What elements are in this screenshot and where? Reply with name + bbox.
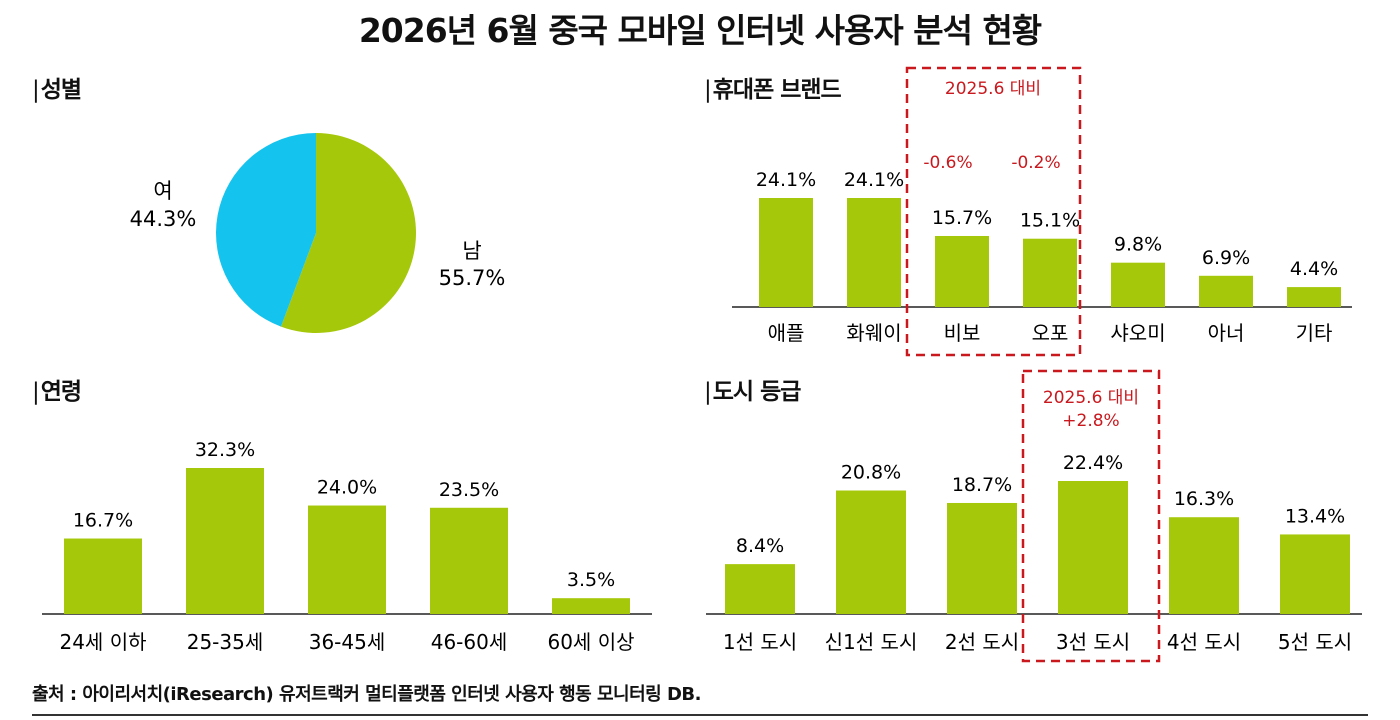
bar	[1111, 262, 1165, 307]
bar-value-label: 23.5%	[439, 479, 499, 501]
bar-value-label: 24.1%	[844, 169, 904, 191]
bar	[759, 198, 813, 307]
age-bar-chart: 16.7% 24세 이하 32.3% 25-35세 24.0% 36-45세 23.5% 46…	[42, 439, 652, 654]
page-title: 2026년 6월 중국 모바일 인터넷 사용자 분석 현황	[358, 11, 1042, 50]
category-label: 24세 이하	[59, 630, 146, 654]
bar	[308, 505, 386, 614]
bar	[836, 490, 906, 614]
bar-value-label: 9.8%	[1114, 234, 1162, 256]
bar-value-label: 22.4%	[1063, 452, 1123, 474]
category-label: 36-45세	[309, 630, 386, 654]
bar	[1058, 481, 1128, 614]
bar	[1023, 238, 1077, 307]
bar-value-label: 15.7%	[932, 207, 992, 229]
category-label: 신1선 도시	[825, 630, 918, 654]
bar-value-label: 3.5%	[567, 569, 615, 591]
change-label: +2.8%	[1062, 411, 1119, 431]
pie-slice-male	[280, 133, 417, 333]
change-label-oppo: -0.2%	[1011, 153, 1060, 173]
gender-section-title: 성별	[32, 70, 82, 104]
bar-value-label: 24.1%	[756, 169, 816, 191]
category-label: 애플	[768, 321, 805, 345]
pie-value-label: 55.7%	[439, 266, 506, 290]
category-label: 3선 도시	[1056, 630, 1130, 654]
bar	[935, 235, 989, 307]
bar-value-label: 6.9%	[1202, 247, 1250, 269]
highlight-box	[905, 66, 1082, 357]
bar-value-label: 15.1%	[1020, 210, 1080, 232]
category-label: 4선 도시	[1167, 630, 1241, 654]
category-label: 아너	[1208, 321, 1245, 345]
bar	[847, 198, 901, 307]
category-label: 2선 도시	[945, 630, 1019, 654]
bar	[725, 564, 795, 614]
bar	[1280, 534, 1350, 614]
bar-value-label: 24.0%	[317, 477, 377, 499]
pie-slice-female	[216, 133, 316, 327]
pie-value-label: 44.3%	[130, 207, 197, 231]
category-label: 비보	[944, 321, 981, 345]
category-label: 샤오미	[1110, 321, 1165, 345]
category-label: 오포	[1032, 321, 1069, 345]
bar-value-label: 18.7%	[952, 474, 1012, 496]
bar-value-label: 16.7%	[73, 510, 133, 532]
bar-value-label: 32.3%	[195, 439, 255, 461]
category-label: 25-35세	[187, 630, 264, 654]
source-note: 출처 : 아이리서치(iResearch) 유저트랙커 멀티플랫폼 인터넷 사용…	[32, 684, 701, 705]
gender-pie-chart: 남 55.7% 여 44.3%	[130, 133, 506, 333]
bar	[947, 502, 1017, 614]
change-label-vivo: -0.6%	[923, 153, 972, 173]
category-label: 1선 도시	[723, 630, 797, 654]
bar	[64, 538, 142, 614]
age-section-title: 연령	[32, 372, 82, 406]
bar	[1287, 287, 1341, 307]
category-label: 기타	[1296, 321, 1333, 345]
highlight-label: 2025.6 대비	[945, 79, 1041, 99]
category-label: 60세 이상	[547, 630, 634, 654]
city-tier-bar-chart: 8.4% 1선 도시 20.8% 신1선 도시 18.7% 2선 도시 22.4% 3선 도시…	[706, 369, 1362, 663]
category-label: 화웨이	[846, 321, 901, 345]
city-section-title: 도시 등급	[704, 372, 802, 406]
highlight-label: 2025.6 대비	[1043, 388, 1139, 408]
bar	[1199, 275, 1253, 307]
brand-section-title: 휴대폰 브랜드	[704, 70, 842, 104]
bar	[552, 598, 630, 614]
bar-value-label: 20.8%	[841, 462, 901, 484]
bar-value-label: 8.4%	[736, 535, 784, 557]
bar	[430, 507, 508, 614]
bar-value-label: 16.3%	[1174, 488, 1234, 510]
category-label: 5선 도시	[1278, 630, 1352, 654]
brand-bar-chart: 24.1% 애플 24.1% 화웨이 15.7% 비보 15.1% 오포 9.8% 샤오미 6.9%…	[732, 66, 1352, 357]
bar	[186, 468, 264, 614]
bar-value-label: 13.4%	[1285, 505, 1345, 527]
highlight-box	[1021, 369, 1161, 663]
pie-category-label: 여	[153, 179, 172, 203]
bar	[1169, 517, 1239, 614]
source-divider	[32, 714, 1368, 716]
bar-value-label: 4.4%	[1290, 258, 1338, 280]
pie-category-label: 남	[462, 239, 481, 263]
category-label: 46-60세	[431, 630, 508, 654]
